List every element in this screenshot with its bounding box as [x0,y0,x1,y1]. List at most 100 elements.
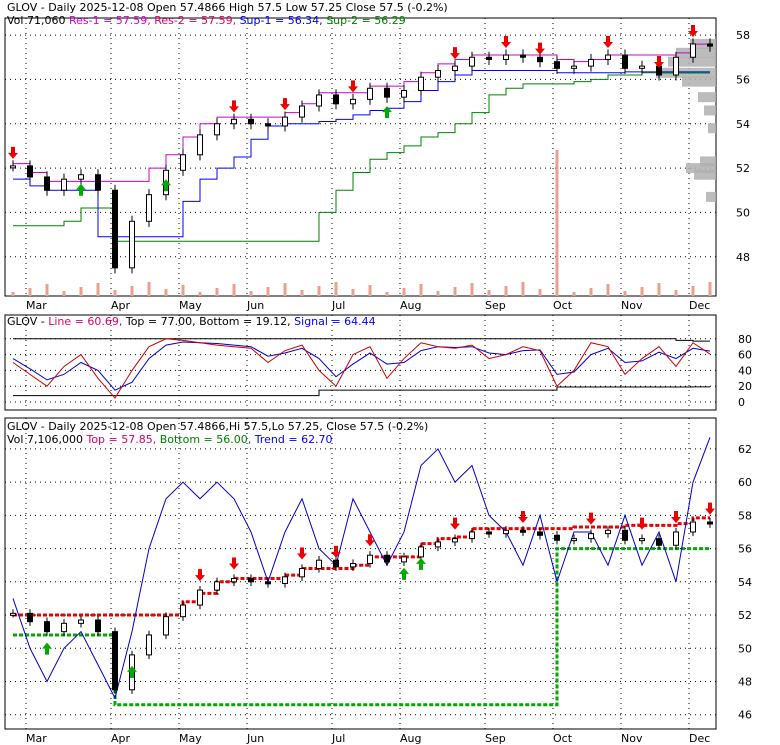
price-candle-body [452,65,458,72]
volume-bar [11,292,15,296]
trend-x-tick: Mar [26,732,47,745]
volume-bar [674,290,678,296]
price-x-tick: Apr [111,299,131,312]
trend-candle-body [690,521,696,533]
trend-candle-body [469,531,475,540]
price-candle-body [78,174,84,180]
trend-candle-body [673,531,679,546]
volume-bar [487,290,491,296]
trend-candle-body [537,531,543,536]
sell-signal-arrow [450,47,460,60]
trend-candle-body [333,559,339,568]
stoch-y-tick: 80 [738,333,752,346]
trend-sell-arrow [195,569,205,582]
price-candle-body [588,58,594,67]
trend-candle-body [95,619,101,633]
price-header-line2-part: Sup-1 = 56.34, [240,14,327,27]
sell-signal-arrow [8,146,18,159]
stoch-header-part: Signal = 64.44 [294,315,376,328]
stoch-line [12,338,711,399]
stoch-bottom-line [13,386,710,397]
volume-profile-bar [704,105,716,116]
volume-bar [283,283,287,296]
stoch-y-tick: 0 [738,396,745,409]
price-header-line1-part: GLOV - Daily 2025-12-08 Open 57.4866 Hig… [7,1,448,14]
stoch-signal-line [12,341,711,391]
trend-candle-body [350,563,356,568]
trend-candle-body [214,581,220,591]
trend-candle-body [10,612,16,616]
volume-bar [351,289,355,296]
trend-x-tick: May [179,732,202,745]
volume-profile-bar [682,76,716,87]
price-candle-body [486,56,492,60]
volume-bar [45,284,49,296]
volume-bar [334,282,338,296]
volume-bar [538,289,542,296]
trend-candle-body [265,581,271,585]
trend-candle-body [248,577,254,583]
volume-profile-bar [668,56,716,67]
price-y-tick: 48 [736,251,750,264]
volume-bar [691,286,695,296]
trend-candle-body [435,541,441,548]
volume-profile-bar [700,156,716,167]
volume-bar [300,290,304,296]
trend-candle-body [112,631,118,691]
trend-x-tick: Sep [485,732,506,745]
volume-bar [215,288,219,296]
sell-signal-arrow [603,36,613,49]
price-candle-body [435,70,441,78]
trend-candle-body [452,538,458,543]
volume-bar [572,292,576,296]
volume-bar [555,150,559,296]
trend-y-tick: 58 [738,509,752,522]
volume-bar [164,289,168,296]
trend-y-tick: 60 [738,476,752,489]
volume-bar [130,286,134,296]
trend-sell-arrow [450,517,460,530]
price-candle-body [401,90,407,98]
trend-buy-arrow [127,665,137,678]
trend-x-tick: Jul [331,732,345,745]
trend-buy-arrow [416,557,426,570]
volume-bar [708,282,712,296]
volume-bar [521,282,525,296]
trend-sell-arrow [637,517,647,530]
price-candle-body [197,134,203,156]
stoch-header-part: Top = 77.00, [125,315,199,328]
trend-candle-body [605,529,611,535]
trend-y-tick: 52 [738,609,752,622]
trend-candle-body [401,556,407,563]
trend-candle-body [367,554,373,565]
trend-y-tick: 50 [738,642,752,655]
price-candle-body [503,54,509,60]
stoch-top-line [13,338,710,342]
volume-bar [623,291,627,296]
trend-panel-frame [4,417,717,730]
price-x-tick: Mar [26,299,47,312]
price-x-tick: Jun [246,299,264,312]
trend-sell-arrow [586,512,596,525]
trend-x-tick: Aug [400,732,421,745]
price-panel-frame [4,17,717,297]
trend-sell-arrow [671,510,681,523]
price-header-line2-part: Res-2 = 57.59, [154,14,239,27]
price-candle-body [316,94,322,107]
trend-header-line1-part: GLOV - Daily 2025-12-08 Open 57.4866,Hi … [7,420,428,433]
sell-signal-arrow [229,100,239,113]
price-candle-body [129,220,135,269]
price-candle-body [469,56,475,67]
stoch-header-part: Line = 60.69, [48,315,126,328]
volume-bar [504,286,508,296]
price-candle-body [10,165,16,169]
price-candle-body [44,176,50,191]
volume-bar [368,285,372,296]
volume-bar [266,287,270,296]
price-candle-body [333,94,339,105]
stoch-panel-frame [4,314,717,411]
trend-header-line2-part: Vol 7,106,000 [7,433,86,446]
volume-bar [62,291,66,296]
price-candle-body [673,56,679,76]
trend-candle-body [503,529,509,535]
